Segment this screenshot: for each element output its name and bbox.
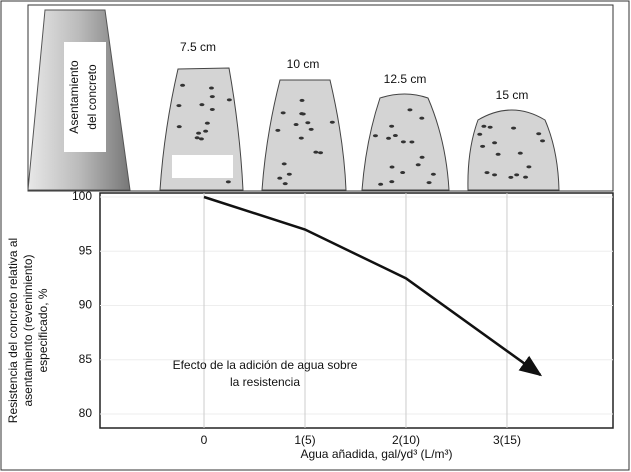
aggregate	[199, 103, 205, 107]
cone-label: del concreto	[85, 64, 99, 130]
aggregate	[286, 172, 292, 176]
aggregate	[226, 98, 232, 102]
aggregate	[407, 108, 413, 112]
aggregate	[196, 131, 202, 135]
aggregate	[203, 129, 209, 133]
aggregate	[517, 151, 523, 155]
aggregate	[389, 180, 395, 184]
aggregate	[300, 112, 306, 116]
aggregate	[419, 116, 425, 120]
y-tick-label: 100	[72, 189, 92, 203]
concrete-sample	[261, 79, 347, 191]
aggregate	[372, 134, 378, 138]
aggregate	[487, 125, 493, 129]
aggregate	[176, 125, 182, 129]
aggregate	[293, 123, 299, 127]
aggregate	[280, 111, 286, 115]
aggregate	[477, 132, 483, 136]
y-axis-label: Resistencia del concreto relativa al	[6, 238, 20, 423]
aggregate	[492, 141, 498, 145]
aggregate	[430, 172, 436, 176]
y-tick-label: 85	[79, 352, 93, 366]
aggregate	[208, 86, 214, 90]
aggregate	[514, 173, 520, 177]
aggregate	[540, 139, 546, 143]
y-tick-label: 80	[79, 406, 93, 420]
x-tick-label: 1(5)	[294, 433, 315, 447]
aggregate	[299, 98, 305, 102]
y-axis-label: asentamiento (revenimiento)	[21, 254, 35, 406]
aggregate	[492, 173, 498, 177]
aggregate	[415, 163, 421, 167]
aggregate	[209, 107, 215, 111]
aggregate	[409, 140, 415, 144]
aggregate	[180, 83, 186, 87]
x-tick-label: 3(15)	[493, 433, 521, 447]
aggregate	[536, 132, 542, 136]
plot-area	[99, 192, 614, 429]
cone-label: Asentamiento	[67, 60, 81, 134]
y-tick-label: 90	[79, 298, 93, 312]
x-axis-label: Agua añadida, gal/yd³ (L/m³)	[300, 447, 452, 461]
aggregate	[484, 171, 490, 175]
aggregate	[526, 165, 532, 169]
annotation: Efecto de la adición de agua sobre	[173, 358, 358, 372]
aggregate	[204, 121, 210, 125]
aggregate	[508, 175, 514, 179]
aggregate	[305, 121, 311, 125]
slump-label: 12.5 cm	[384, 72, 427, 86]
aggregate	[495, 152, 501, 156]
aggregate	[389, 165, 395, 169]
aggregate	[275, 128, 281, 132]
aggregate	[318, 151, 324, 155]
illustration: Asentamiento del concreto 7.5 cm 10 cm 1…	[27, 4, 614, 192]
aggregate	[329, 120, 335, 124]
aggregate	[277, 176, 283, 180]
y-tick-label: 95	[79, 243, 93, 257]
slump-label: 15 cm	[496, 88, 529, 102]
aggregate	[281, 162, 287, 166]
concrete-sample	[467, 109, 560, 191]
y-axis-label: especificado, %	[36, 288, 50, 372]
aggregate	[378, 182, 384, 186]
aggregate	[426, 181, 432, 185]
aggregate	[480, 144, 486, 148]
x-tick-label: 0	[201, 433, 208, 447]
aggregate	[298, 136, 304, 140]
aggregate	[392, 134, 398, 138]
aggregate	[400, 171, 406, 175]
aggregate	[308, 127, 314, 131]
aggregate	[282, 182, 288, 186]
aggregate	[419, 155, 425, 159]
data-line	[203, 195, 543, 377]
aggregate	[386, 136, 392, 140]
aggregate	[523, 175, 529, 179]
aggregate	[511, 126, 517, 130]
aggregate	[176, 104, 182, 108]
aggregate	[225, 180, 231, 184]
cone-label-box	[64, 42, 106, 152]
aggregate	[313, 150, 319, 154]
plot: 80 85 90 95 100 0 1(5) 2(10) 3(15) Agua añadida, …	[6, 189, 614, 461]
aggregate	[400, 140, 406, 144]
x-tick-label: 2(10)	[392, 433, 420, 447]
aggregate	[209, 95, 215, 99]
annotation: la resistencia	[230, 375, 300, 389]
label-patch	[172, 155, 233, 178]
slump-label: 7.5 cm	[180, 40, 216, 54]
slump-label: 10 cm	[287, 57, 320, 71]
aggregate	[198, 137, 204, 141]
aggregate	[194, 136, 200, 140]
aggregate	[481, 124, 487, 128]
aggregate	[389, 124, 395, 128]
